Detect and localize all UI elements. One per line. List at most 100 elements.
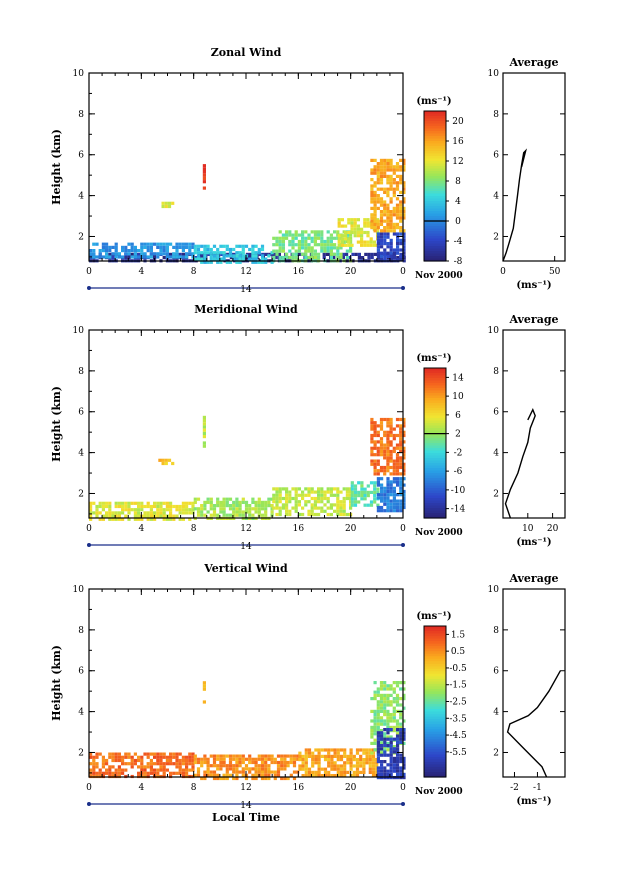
heatmap-cell bbox=[281, 249, 285, 253]
heatmap-cell bbox=[371, 774, 376, 778]
heatmap-cell bbox=[175, 755, 179, 759]
heatmap-cell bbox=[370, 437, 374, 441]
heatmap-cell bbox=[178, 504, 182, 509]
heatmap-cell bbox=[402, 162, 406, 166]
heatmap-cell bbox=[392, 232, 396, 236]
heatmap-cell bbox=[323, 493, 327, 497]
heatmap-cell bbox=[232, 513, 236, 517]
heatmap-cell bbox=[285, 496, 289, 501]
heatmap-cell bbox=[235, 764, 239, 768]
heatmap-cell bbox=[133, 758, 137, 763]
heatmap-cell bbox=[314, 758, 318, 762]
heatmap-cell bbox=[383, 509, 387, 513]
heatmap-cell bbox=[333, 487, 337, 491]
heatmap-cell bbox=[392, 747, 396, 751]
heatmap-cell bbox=[339, 764, 344, 768]
heatmap-cell bbox=[363, 240, 367, 244]
heatmap-cell bbox=[352, 770, 356, 774]
heatmap-cell bbox=[251, 244, 255, 248]
heatmap-cell bbox=[289, 760, 293, 765]
heatmap-cell bbox=[386, 731, 390, 735]
heatmap-cell bbox=[376, 449, 380, 454]
heatmap-cell bbox=[373, 748, 377, 752]
colorbar-band bbox=[424, 158, 446, 162]
heatmap-cell bbox=[376, 747, 380, 751]
heatmap-cell bbox=[111, 514, 115, 518]
heatmap-cell bbox=[392, 248, 396, 252]
heatmap-cell bbox=[383, 502, 387, 506]
heatmap-cell bbox=[156, 501, 160, 505]
heatmap-cell bbox=[313, 490, 317, 494]
heatmap-cell bbox=[389, 181, 393, 185]
heatmap-cell bbox=[191, 758, 195, 763]
colorbar: (ms⁻¹)1.50.5-0.5-1.5-2.5-3.5-4.5-5.5 bbox=[416, 611, 467, 778]
heatmap-cell bbox=[313, 503, 317, 507]
heatmap-cell bbox=[241, 254, 245, 258]
heatmap-cell bbox=[364, 252, 368, 256]
heatmap-cell bbox=[339, 774, 344, 778]
heatmap-cell bbox=[248, 757, 252, 761]
heatmap-cell bbox=[162, 765, 166, 769]
colorbar-band bbox=[424, 413, 446, 417]
heatmap-cell bbox=[399, 213, 403, 217]
heatmap-cell bbox=[379, 210, 384, 214]
heatmap-cell bbox=[389, 509, 393, 513]
heatmap-cell bbox=[307, 236, 311, 240]
heatmap-cell bbox=[399, 158, 403, 162]
heatmap-cell bbox=[360, 481, 364, 485]
heatmap-cell bbox=[273, 776, 277, 781]
heatmap-cell bbox=[370, 459, 374, 463]
heatmap-cell bbox=[376, 490, 380, 494]
heatmap-cell bbox=[362, 767, 366, 771]
heatmap-cell bbox=[209, 770, 213, 774]
heatmap-cell bbox=[376, 254, 380, 258]
heatmap-cell bbox=[92, 249, 96, 253]
heatmap-cell bbox=[344, 234, 348, 238]
heatmap-cell bbox=[228, 247, 233, 252]
heatmap-cell bbox=[193, 773, 197, 777]
heatmap-cell bbox=[292, 754, 297, 758]
heatmap-cell bbox=[392, 222, 396, 226]
heatmap-cell bbox=[264, 776, 268, 781]
heatmap-cell bbox=[402, 693, 406, 697]
heatmap-cell bbox=[342, 496, 346, 501]
heatmap-cell bbox=[371, 754, 376, 758]
heatmap-cell bbox=[383, 433, 387, 438]
heatmap-cell bbox=[307, 243, 311, 247]
heatmap-cell bbox=[383, 486, 387, 490]
heatmap-cell bbox=[402, 772, 406, 776]
heatmap-cell bbox=[294, 233, 298, 237]
heatmap-cell bbox=[101, 242, 105, 246]
heatmap-cell bbox=[373, 440, 377, 444]
heatmap-cell bbox=[356, 230, 360, 235]
heatmap-cell bbox=[373, 158, 377, 162]
date-axis-end bbox=[401, 802, 405, 806]
heatmap-cell bbox=[137, 514, 141, 518]
heatmap-cell bbox=[353, 497, 358, 501]
heatmap-cell bbox=[212, 776, 217, 781]
heatmap-cell bbox=[228, 504, 233, 508]
heatmap-cell bbox=[366, 224, 370, 228]
heatmap-cell bbox=[366, 503, 370, 507]
heatmap-cell bbox=[165, 768, 169, 772]
heatmap-cell bbox=[349, 233, 353, 237]
heatmap-cell bbox=[383, 469, 387, 473]
colorbar-band bbox=[424, 410, 446, 414]
heatmap-cell bbox=[277, 252, 281, 256]
heatmap-cell bbox=[383, 687, 387, 691]
heatmap-cell bbox=[336, 767, 340, 771]
heatmap-cell bbox=[317, 506, 321, 510]
heatmap-cell bbox=[329, 239, 333, 244]
heatmap-cell bbox=[402, 763, 406, 767]
heatmap-cell bbox=[219, 504, 223, 508]
heatmap-cell bbox=[200, 260, 204, 264]
heatmap-cell bbox=[219, 251, 223, 255]
heatmap-cell bbox=[225, 504, 229, 508]
colorbar-band bbox=[424, 513, 446, 517]
heatmap-cell bbox=[235, 257, 239, 261]
heatmap-cell bbox=[294, 487, 298, 491]
heatmap-cell bbox=[363, 221, 367, 225]
heatmap-cell bbox=[156, 752, 160, 756]
heatmap-cell bbox=[149, 504, 153, 509]
